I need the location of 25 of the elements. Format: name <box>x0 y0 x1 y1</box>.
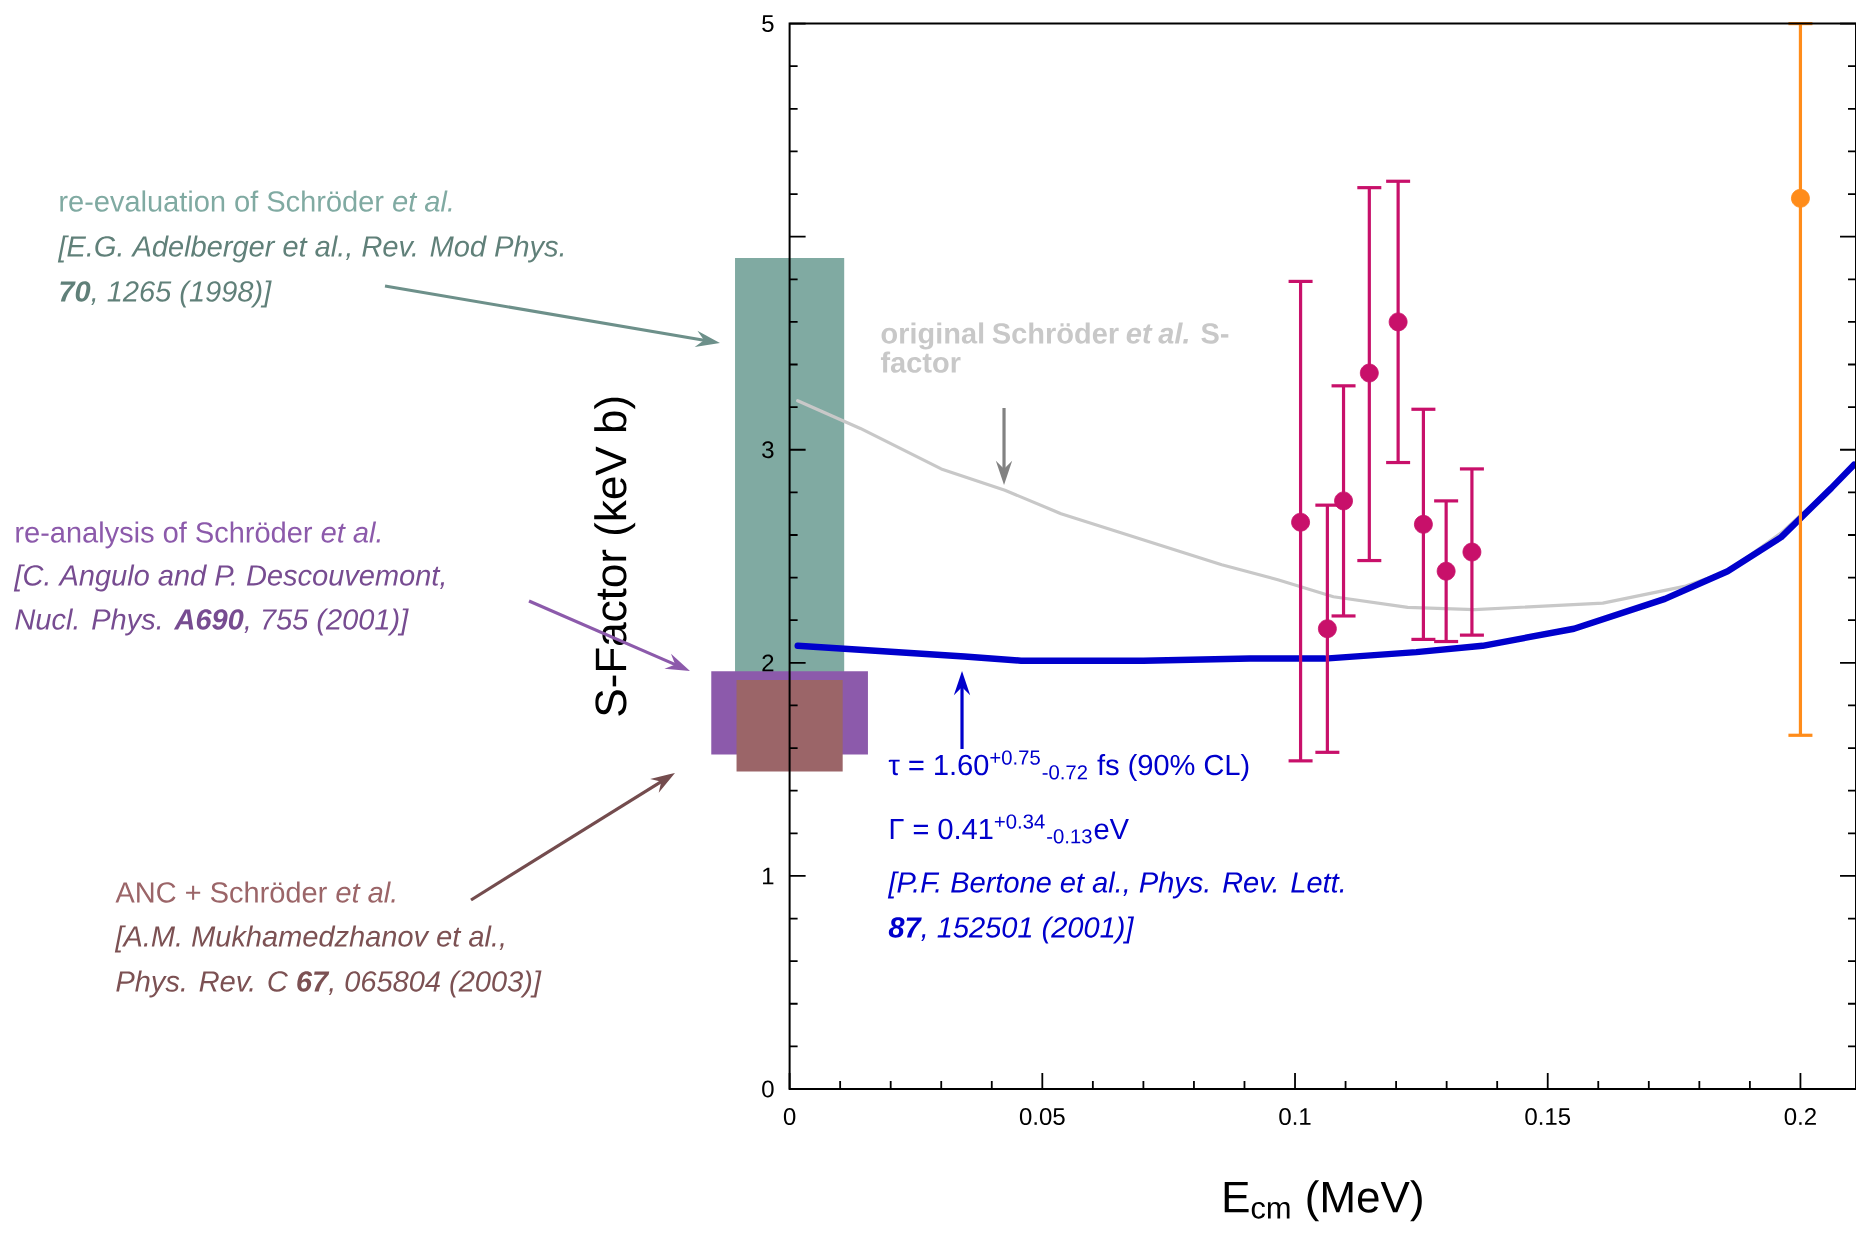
y-axis-title: S-Factor (keV b) <box>594 397 636 716</box>
y-tick-label: 2 <box>762 654 774 672</box>
x-tick-label: 0.1 <box>1279 1108 1311 1126</box>
annotation: 87, 152501 (2001)] <box>888 916 1135 944</box>
x-tick-label: 0.2 <box>1784 1108 1816 1126</box>
text: [C. Angulo and P. Descouvemont, <box>13 564 445 592</box>
x-tick-label: 0.05 <box>1019 1108 1065 1126</box>
text: [A.M. Mukhamedzhanov et al., <box>114 925 504 953</box>
y-tick-label: 1 <box>763 867 774 885</box>
text: Nucl. Phys. A690, 755 (2001)] <box>15 608 409 636</box>
text: ANC + Schröder et al. <box>115 881 395 903</box>
text: re-evaluation of Schröder et al. <box>60 190 452 212</box>
x-tick-label: 0.15 <box>1525 1108 1571 1126</box>
text: Phys. Rev. C 67, 065804 (2003)] <box>116 970 542 998</box>
y-tick-label: 5 <box>762 15 774 32</box>
y-tick-label: 3 <box>762 441 774 459</box>
annotation: τ = 1.60$^{+0.75}$$_{-0.72}$ fs (90% CL) <box>888 750 1249 782</box>
text: [E.G. Adelberger et al., Rev. Mod Phys. <box>57 235 564 263</box>
annotation: Γ = 0.41$^{+0.34}$$_{-0.13}$eV <box>890 814 1129 844</box>
text: re-analysis of Schröder et al. <box>16 521 380 549</box>
text: 70, 1265 (1998)] <box>60 280 272 308</box>
y-tick-label: 0 <box>762 1080 774 1098</box>
x-axis-title: E$_{cm}$ (MeV) <box>1224 1180 1422 1222</box>
x-tick-label: 0 <box>783 1108 796 1126</box>
annotation: [P.F. Bertone et al., Phys. Rev. Lett. <box>887 871 1344 899</box>
